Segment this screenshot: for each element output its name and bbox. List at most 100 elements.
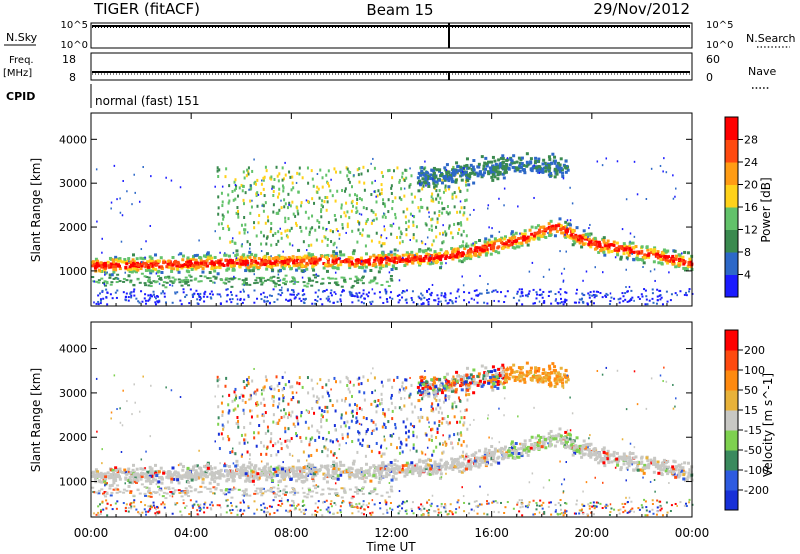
power-cell (460, 223, 463, 227)
velocity-cell (286, 471, 290, 475)
power-cell (559, 288, 562, 291)
velocity-cell (427, 457, 431, 461)
power-cell (156, 275, 160, 278)
power-cell (646, 248, 650, 252)
power-cell (438, 168, 442, 172)
velocity-cell (554, 436, 558, 440)
power-cell (559, 227, 563, 231)
power-cell (154, 253, 158, 257)
power-cell (283, 205, 286, 209)
power-cell (649, 270, 652, 273)
velocity-cell (568, 433, 572, 437)
velocity-cell (263, 470, 267, 474)
power-cell (244, 228, 247, 232)
power-cell (238, 231, 241, 235)
power-cell (131, 258, 135, 262)
velocity-cell (678, 472, 682, 476)
power-cell (469, 250, 473, 254)
velocity-cell (260, 471, 264, 475)
power-cell (517, 237, 521, 241)
power-cell (440, 265, 443, 268)
power-cell (382, 198, 385, 202)
power-cell (530, 232, 534, 236)
velocity-cell (334, 462, 338, 466)
power-cell (506, 245, 510, 249)
power-cell (312, 268, 316, 272)
power-cell (479, 274, 481, 277)
velocity-cell (549, 436, 553, 440)
power-cell (408, 252, 412, 256)
power-cell (217, 174, 220, 178)
power-cell (225, 277, 229, 280)
velocity-cell (684, 477, 688, 481)
velocity-cell (292, 474, 296, 478)
power-cell (673, 249, 677, 253)
power-cell (235, 257, 238, 260)
power-cell (473, 208, 475, 211)
power-cell (190, 262, 194, 266)
power-cell (506, 290, 509, 293)
power-cell (176, 291, 179, 294)
velocity-cell (291, 465, 295, 469)
power-cell (148, 255, 152, 259)
power-cell (295, 263, 299, 267)
power-cell (420, 169, 424, 173)
power-cell (581, 292, 584, 295)
power-cell (286, 235, 289, 239)
power-cell (677, 263, 681, 267)
velocity-cell (593, 458, 597, 462)
velocity-cell (334, 468, 338, 472)
velocity-cell (574, 445, 578, 449)
velocity-cell (640, 460, 644, 464)
power-cell (260, 230, 263, 234)
velocity-cell (208, 481, 212, 485)
power-cell (353, 280, 357, 283)
power-cell (206, 256, 210, 260)
velocity-cell (298, 473, 302, 477)
velocity-cell (422, 467, 426, 471)
power-cell (640, 245, 644, 249)
power-cell (297, 248, 301, 252)
velocity-cell (415, 463, 419, 467)
velocity-cell (275, 469, 279, 473)
velocity-cell (285, 468, 289, 472)
power-cell (229, 291, 232, 294)
velocity-cell (582, 453, 586, 457)
velocity-cell (398, 470, 402, 474)
power-cell (237, 215, 240, 219)
velocity-cell (520, 446, 524, 450)
velocity-cell (325, 480, 329, 484)
power-cell (311, 177, 314, 181)
power-cell (264, 201, 267, 205)
nave-tick-bottom: 0 (706, 71, 713, 84)
power-cell (352, 249, 356, 253)
power-cell (435, 256, 439, 260)
power-cell (436, 294, 439, 297)
velocity-cell (360, 476, 364, 480)
power-cell (488, 226, 490, 229)
power-cell (382, 301, 385, 304)
power-cell (521, 294, 524, 297)
power-cell (508, 163, 512, 167)
power-cell (614, 256, 617, 259)
power-cell (218, 263, 222, 267)
power-cell (372, 210, 375, 214)
velocity-cell (510, 442, 514, 446)
power-cell (633, 299, 635, 302)
power-cell (218, 236, 221, 240)
velocity-cell (94, 475, 98, 479)
power-cell (92, 262, 96, 266)
power-cell (520, 156, 524, 160)
power-cell (254, 182, 257, 186)
velocity-cell (93, 477, 97, 481)
power-cell (191, 293, 194, 296)
power-cell (560, 168, 564, 172)
power-cell (532, 237, 536, 241)
power-cell (468, 301, 471, 304)
power-cell (444, 230, 447, 234)
velocity-cell (492, 452, 496, 456)
velocity-data (91, 361, 694, 517)
power-cell (435, 259, 439, 263)
velocity-cell (367, 470, 371, 474)
